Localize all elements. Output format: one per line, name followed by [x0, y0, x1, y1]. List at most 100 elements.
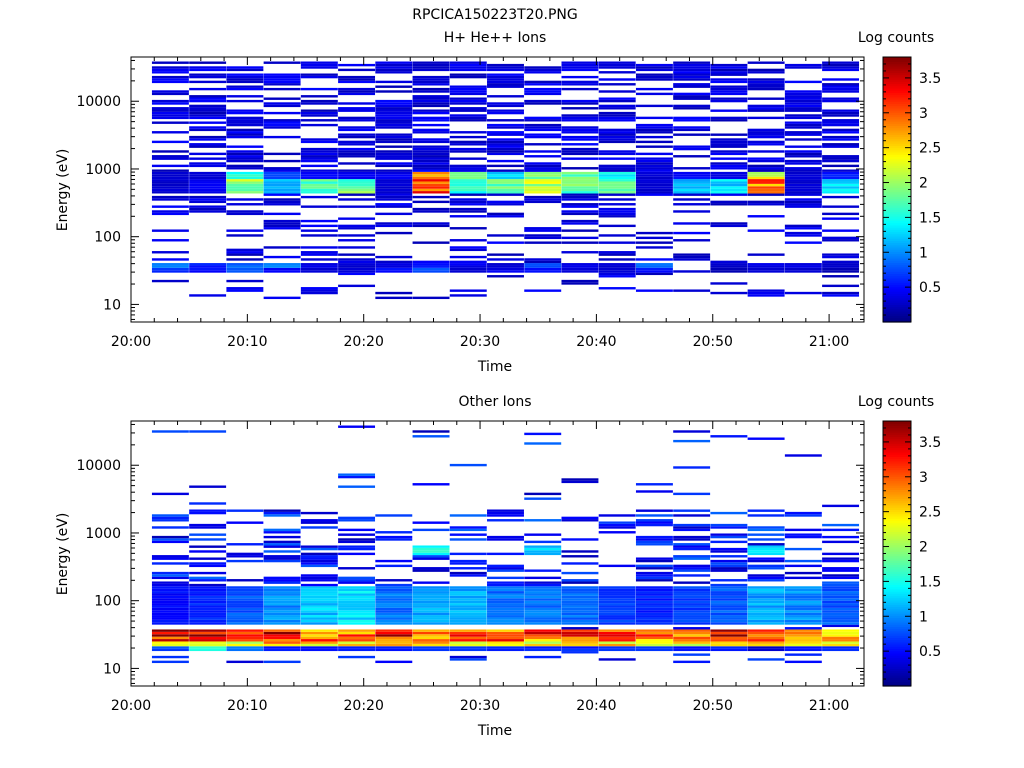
heatmap-cell — [263, 528, 301, 532]
heatmap-cell — [784, 586, 822, 589]
heatmap-cell — [412, 646, 450, 649]
heatmap-cell — [375, 111, 413, 115]
heatmap-cell — [524, 169, 562, 172]
heatmap-cell — [226, 660, 264, 664]
heatmap-cell — [784, 92, 822, 96]
heatmap-cell — [598, 167, 636, 170]
heatmap-cell — [747, 643, 785, 647]
heatmap-cell — [598, 97, 636, 100]
heatmap-cell — [710, 612, 748, 616]
heatmap-cell — [338, 63, 376, 67]
heatmap-cell — [300, 579, 338, 582]
colorbar-segment — [883, 533, 911, 537]
heatmap-cell — [189, 75, 227, 79]
heatmap-cell — [226, 116, 264, 120]
heatmap-cell — [449, 260, 487, 264]
heatmap-cell — [673, 557, 711, 560]
heatmap-cell — [635, 639, 673, 642]
heatmap-cell — [412, 610, 450, 613]
heatmap-cell — [338, 545, 376, 548]
heatmap-cell — [300, 147, 338, 151]
heatmap-cell — [524, 195, 562, 199]
heatmap-cell — [412, 598, 450, 601]
heatmap-cell — [449, 294, 487, 297]
heatmap-cell — [747, 229, 785, 232]
heatmap-cell — [338, 68, 376, 72]
heatmap-cell — [263, 75, 301, 79]
heatmap-cell — [598, 212, 636, 216]
heatmap-cell — [338, 188, 376, 192]
x-tick-label: 21:00 — [809, 698, 849, 714]
heatmap-cell — [710, 643, 748, 647]
heatmap-cell — [524, 617, 562, 620]
colorbar-tick-label: 3.5 — [919, 435, 941, 451]
heatmap-cell — [673, 270, 711, 273]
heatmap-cell — [635, 634, 673, 637]
heatmap-cell — [189, 191, 227, 194]
heatmap-cell — [524, 188, 562, 192]
heatmap-cell — [822, 624, 860, 628]
heatmap-cell — [673, 155, 711, 158]
heatmap-cell — [561, 126, 599, 129]
heatmap-cell — [338, 648, 376, 652]
heatmap-cell — [598, 610, 636, 613]
heatmap-cell — [561, 152, 599, 156]
heatmap-cell — [338, 135, 376, 139]
heatmap-cell — [487, 622, 524, 625]
heatmap-cell — [338, 147, 376, 151]
heatmap-cell — [338, 617, 376, 620]
colorbar-segment — [883, 650, 911, 654]
heatmap-cell — [598, 181, 636, 184]
colorbar-segment — [883, 663, 911, 667]
heatmap-cell — [338, 102, 376, 105]
heatmap-cell — [487, 95, 524, 98]
heatmap-cell — [151, 157, 189, 160]
heatmap-cell — [338, 246, 376, 249]
heatmap-cell — [189, 576, 227, 580]
colorbar-tick-label: 2 — [919, 540, 928, 556]
x-tick-label: 20:30 — [460, 334, 500, 350]
heatmap-cell — [300, 179, 338, 182]
heatmap-cell — [375, 605, 413, 608]
heatmap-cell — [189, 95, 227, 98]
heatmap-cell — [673, 564, 711, 568]
heatmap-cell — [300, 270, 338, 273]
heatmap-cell — [784, 145, 822, 148]
heatmap-cell — [784, 179, 822, 182]
heatmap-cell — [524, 588, 562, 592]
heatmap-cell — [151, 169, 189, 172]
heatmap-cell — [338, 128, 376, 132]
heatmap-cell — [673, 258, 711, 261]
heatmap-cell — [561, 174, 599, 177]
heatmap-cell — [338, 174, 376, 177]
heatmap-cell — [747, 528, 785, 532]
heatmap-cell — [598, 646, 636, 649]
heatmap-cell — [635, 152, 673, 156]
heatmap-cell — [635, 78, 673, 81]
heatmap-cell — [412, 83, 450, 86]
heatmap-cell — [263, 176, 301, 180]
heatmap-cell — [822, 85, 860, 88]
heatmap-cell — [598, 526, 636, 529]
heatmap-cell — [226, 191, 264, 194]
heatmap-cell — [300, 641, 338, 644]
heatmap-cell — [822, 270, 860, 273]
heatmap-cell — [300, 229, 338, 232]
heatmap-cell — [561, 619, 599, 623]
heatmap-cell — [561, 267, 599, 271]
colorbar-segment — [883, 140, 911, 144]
heatmap-cell — [710, 595, 748, 599]
heatmap-cell — [747, 171, 785, 175]
x-tick-label: 20:50 — [693, 698, 733, 714]
colorbar-segment — [883, 482, 911, 486]
heatmap-cell — [151, 258, 189, 261]
heatmap-cell — [524, 629, 562, 632]
heatmap-cell — [598, 186, 636, 189]
heatmap-cell — [524, 179, 562, 182]
heatmap-cell — [822, 641, 860, 644]
heatmap-cell — [189, 545, 227, 548]
heatmap-cell — [412, 128, 450, 132]
heatmap-cell — [487, 569, 524, 572]
heatmap-cell — [524, 619, 562, 623]
heatmap-cell — [300, 622, 338, 625]
